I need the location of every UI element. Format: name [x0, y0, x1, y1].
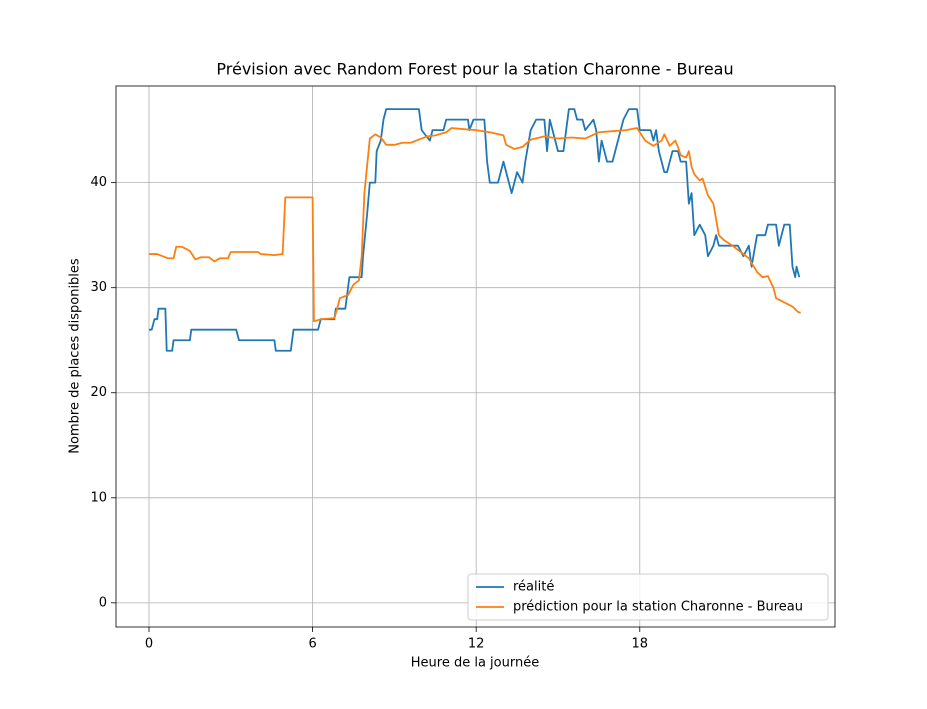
- chart-title: Prévision avec Random Forest pour la sta…: [216, 60, 733, 79]
- legend-label: prédiction pour la station Charonne - Bu…: [513, 600, 803, 615]
- y-axis-label: Nombre de places disponibles: [68, 258, 83, 454]
- x-tick-label: 0: [145, 637, 153, 652]
- axes-frame: [115, 85, 836, 628]
- data-line: [148, 108, 801, 352]
- x-axis-label: Heure de la journée: [411, 656, 539, 671]
- y-tick-label: 0: [99, 595, 107, 610]
- data-line: [148, 127, 801, 323]
- x-tick-label: 12: [468, 637, 485, 652]
- legend-box: [467, 573, 829, 621]
- y-tick-label: 20: [90, 385, 107, 400]
- x-tick-label: 6: [308, 637, 316, 652]
- y-tick-label: 40: [90, 175, 107, 190]
- y-tick-label: 10: [90, 490, 107, 505]
- y-tick-label: 30: [90, 280, 107, 295]
- legend-label: réalité: [513, 580, 554, 595]
- x-tick-label: 18: [632, 637, 649, 652]
